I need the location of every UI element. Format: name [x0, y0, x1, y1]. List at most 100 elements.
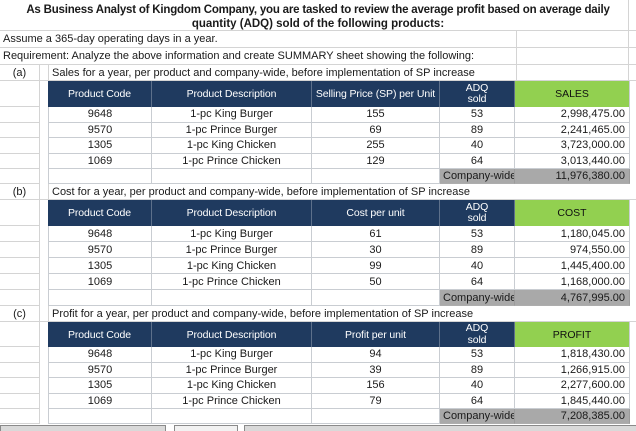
company-wide-total-cell[interactable]: 11,976,380.00 — [515, 169, 630, 184]
col-header-product-description[interactable]: Product Description — [152, 81, 312, 107]
empty-cell[interactable] — [152, 409, 312, 424]
cell-total-amount[interactable]: 1,818,430.00 — [515, 347, 630, 363]
empty-cell[interactable] — [48, 409, 152, 424]
col-header-product-description[interactable]: Product Description — [152, 322, 312, 347]
col-header-cost[interactable]: COST — [515, 200, 630, 226]
cell-adq-sold[interactable]: 89 — [440, 122, 515, 138]
cell-product-code[interactable]: 1305 — [48, 138, 152, 154]
cell-unit-amount[interactable]: 79 — [312, 393, 440, 409]
cell-unit-amount[interactable]: 69 — [312, 122, 440, 138]
cell-adq-sold[interactable]: 89 — [440, 362, 515, 378]
cell-product-code[interactable]: 1305 — [48, 378, 152, 394]
cell-product-code[interactable]: 9570 — [48, 242, 152, 258]
cell-adq-sold[interactable]: 89 — [440, 242, 515, 258]
cell-adq-sold[interactable]: 53 — [440, 347, 515, 363]
col-header-profit-per-unit[interactable]: Profit per unit — [312, 322, 440, 347]
empty-cell[interactable] — [48, 169, 152, 184]
table-row: 1305 1-pc King Chicken 255 40 3,723,000.00 — [0, 138, 636, 154]
cell-product-code[interactable]: 1069 — [48, 393, 152, 409]
cell-unit-amount[interactable]: 61 — [312, 226, 440, 242]
cell-adq-sold[interactable]: 40 — [440, 258, 515, 274]
cell-product-description[interactable]: 1-pc King Burger — [152, 226, 312, 242]
section-caption-b: Cost for a year, per product and company… — [48, 184, 636, 199]
cell-adq-sold[interactable]: 64 — [440, 153, 515, 169]
cell-product-description[interactable]: 1-pc Prince Burger — [152, 122, 312, 138]
cell-product-code[interactable]: 1069 — [48, 153, 152, 169]
cell-unit-amount[interactable]: 50 — [312, 274, 440, 290]
cell-unit-amount[interactable]: 156 — [312, 378, 440, 394]
col-header-selling-price-sp-per-unit[interactable]: Selling Price (SP) per Unit — [312, 81, 440, 107]
analysis-tables: (a) Sales for a year, per product and com… — [0, 65, 636, 424]
col-header-profit[interactable]: PROFIT — [515, 322, 630, 347]
cell-product-description[interactable]: 1-pc King Chicken — [152, 378, 312, 394]
cell-total-amount[interactable]: 1,845,440.00 — [515, 393, 630, 409]
company-wide-label-cell[interactable]: Company-wide — [440, 290, 515, 306]
cell-product-description[interactable]: 1-pc Prince Chicken — [152, 153, 312, 169]
empty-cell[interactable] — [312, 169, 440, 184]
empty-cell[interactable] — [152, 169, 312, 184]
empty-cell[interactable] — [312, 290, 440, 306]
cell-total-amount[interactable]: 1,180,045.00 — [515, 226, 630, 242]
cell-total-amount[interactable]: 3,013,440.00 — [515, 153, 630, 169]
cell-total-amount[interactable]: 1,445,400.00 — [515, 258, 630, 274]
cell-total-amount[interactable]: 974,550.00 — [515, 242, 630, 258]
table-row: 9648 1-pc King Burger 94 53 1,818,430.00 — [0, 347, 636, 363]
cell-adq-sold[interactable]: 53 — [440, 107, 515, 123]
col-header-product-code[interactable]: Product Code — [48, 322, 152, 347]
cell-product-code[interactable]: 1305 — [48, 258, 152, 274]
cell-total-amount[interactable]: 1,168,000.00 — [515, 274, 630, 290]
cell-unit-amount[interactable]: 30 — [312, 242, 440, 258]
gridline-margin-cell — [0, 362, 40, 378]
empty-cell[interactable] — [48, 290, 152, 306]
cell-unit-amount[interactable]: 99 — [312, 258, 440, 274]
cell-total-amount[interactable]: 3,723,000.00 — [515, 138, 630, 154]
cell-product-code[interactable]: 1069 — [48, 274, 152, 290]
col-header-sales[interactable]: SALES — [515, 81, 630, 107]
section-row-a: (a) Sales for a year, per product and com… — [0, 65, 636, 81]
cropped-window-fragment — [0, 425, 166, 431]
cell-unit-amount[interactable]: 94 — [312, 347, 440, 363]
col-header-adq-sold[interactable]: ADQ sold — [440, 81, 515, 107]
cell-total-amount[interactable]: 2,998,475.00 — [515, 107, 630, 123]
company-wide-label-cell[interactable]: Company-wide — [440, 409, 515, 424]
cell-product-code[interactable]: 9570 — [48, 362, 152, 378]
cell-unit-amount[interactable]: 255 — [312, 138, 440, 154]
company-wide-row-c: Company-wide 7,208,385.00 — [0, 409, 636, 424]
empty-cell[interactable] — [152, 290, 312, 306]
cell-product-description[interactable]: 1-pc King Burger — [152, 107, 312, 123]
cell-product-description[interactable]: 1-pc Prince Burger — [152, 242, 312, 258]
cell-adq-sold[interactable]: 64 — [440, 274, 515, 290]
cell-total-amount[interactable]: 1,266,915.00 — [515, 362, 630, 378]
cell-adq-sold[interactable]: 64 — [440, 393, 515, 409]
cell-product-description[interactable]: 1-pc Prince Chicken — [152, 393, 312, 409]
col-header-product-description[interactable]: Product Description — [152, 200, 312, 226]
cell-adq-sold[interactable]: 53 — [440, 226, 515, 242]
cell-product-code[interactable]: 9648 — [48, 107, 152, 123]
cell-total-amount[interactable]: 2,241,465.00 — [515, 122, 630, 138]
cell-product-description[interactable]: 1-pc King Chicken — [152, 138, 312, 154]
cell-product-description[interactable]: 1-pc King Burger — [152, 347, 312, 363]
cell-adq-sold[interactable]: 40 — [440, 378, 515, 394]
cell-product-code[interactable]: 9648 — [48, 226, 152, 242]
col-header-adq-sold[interactable]: ADQ sold — [440, 322, 515, 347]
col-header-adq-sold[interactable]: ADQ sold — [440, 200, 515, 226]
cell-unit-amount[interactable]: 155 — [312, 107, 440, 123]
col-header-product-code[interactable]: Product Code — [48, 81, 152, 107]
col-header-product-code[interactable]: Product Code — [48, 200, 152, 226]
table-row: 1069 1-pc Prince Chicken 129 64 3,013,440.00 — [0, 153, 636, 169]
company-wide-total-cell[interactable]: 4,767,995.00 — [515, 290, 630, 306]
empty-cell[interactable] — [312, 409, 440, 424]
col-header-cost-per-unit[interactable]: Cost per unit — [312, 200, 440, 226]
cell-product-description[interactable]: 1-pc Prince Burger — [152, 362, 312, 378]
cell-unit-amount[interactable]: 129 — [312, 153, 440, 169]
cell-adq-sold[interactable]: 40 — [440, 138, 515, 154]
cell-product-code[interactable]: 9648 — [48, 347, 152, 363]
company-wide-label-cell[interactable]: Company-wide — [440, 169, 515, 184]
cell-product-code[interactable]: 9570 — [48, 122, 152, 138]
cell-total-amount[interactable]: 2,277,600.00 — [515, 378, 630, 394]
gridline-margin-cell — [0, 81, 40, 107]
cell-product-description[interactable]: 1-pc Prince Chicken — [152, 274, 312, 290]
company-wide-total-cell[interactable]: 7,208,385.00 — [515, 409, 630, 424]
cell-product-description[interactable]: 1-pc King Chicken — [152, 258, 312, 274]
cell-unit-amount[interactable]: 39 — [312, 362, 440, 378]
